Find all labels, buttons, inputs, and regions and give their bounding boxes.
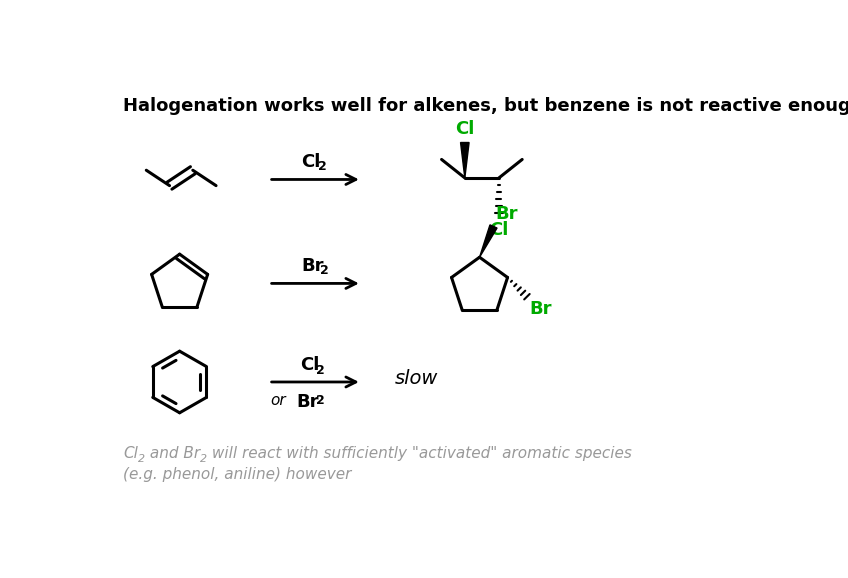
Text: (e.g. phenol, aniline) however: (e.g. phenol, aniline) however xyxy=(123,467,351,482)
Text: Halogenation works well for alkenes, but benzene is not reactive enough:: Halogenation works well for alkenes, but… xyxy=(123,97,848,115)
Text: 2: 2 xyxy=(316,364,325,377)
Text: 2: 2 xyxy=(315,394,325,407)
Text: Br: Br xyxy=(496,205,518,223)
Text: 2: 2 xyxy=(200,454,207,464)
Text: 2: 2 xyxy=(138,454,145,464)
Text: 2: 2 xyxy=(321,264,329,277)
Text: Br: Br xyxy=(297,393,319,411)
Text: Br: Br xyxy=(301,257,324,275)
Polygon shape xyxy=(480,225,497,257)
Text: Cl: Cl xyxy=(299,356,319,375)
Text: slow: slow xyxy=(394,369,438,388)
Polygon shape xyxy=(460,143,469,178)
Text: 2: 2 xyxy=(318,160,326,173)
Text: Cl: Cl xyxy=(455,120,475,138)
Text: Cl: Cl xyxy=(123,446,138,461)
Text: Cl: Cl xyxy=(301,153,321,171)
Text: or: or xyxy=(271,393,286,407)
Text: will react with sufficiently "activated" aromatic species: will react with sufficiently "activated"… xyxy=(207,446,632,461)
Text: Cl: Cl xyxy=(489,221,509,239)
Text: Br: Br xyxy=(529,300,552,318)
Text: and Br: and Br xyxy=(145,446,200,461)
